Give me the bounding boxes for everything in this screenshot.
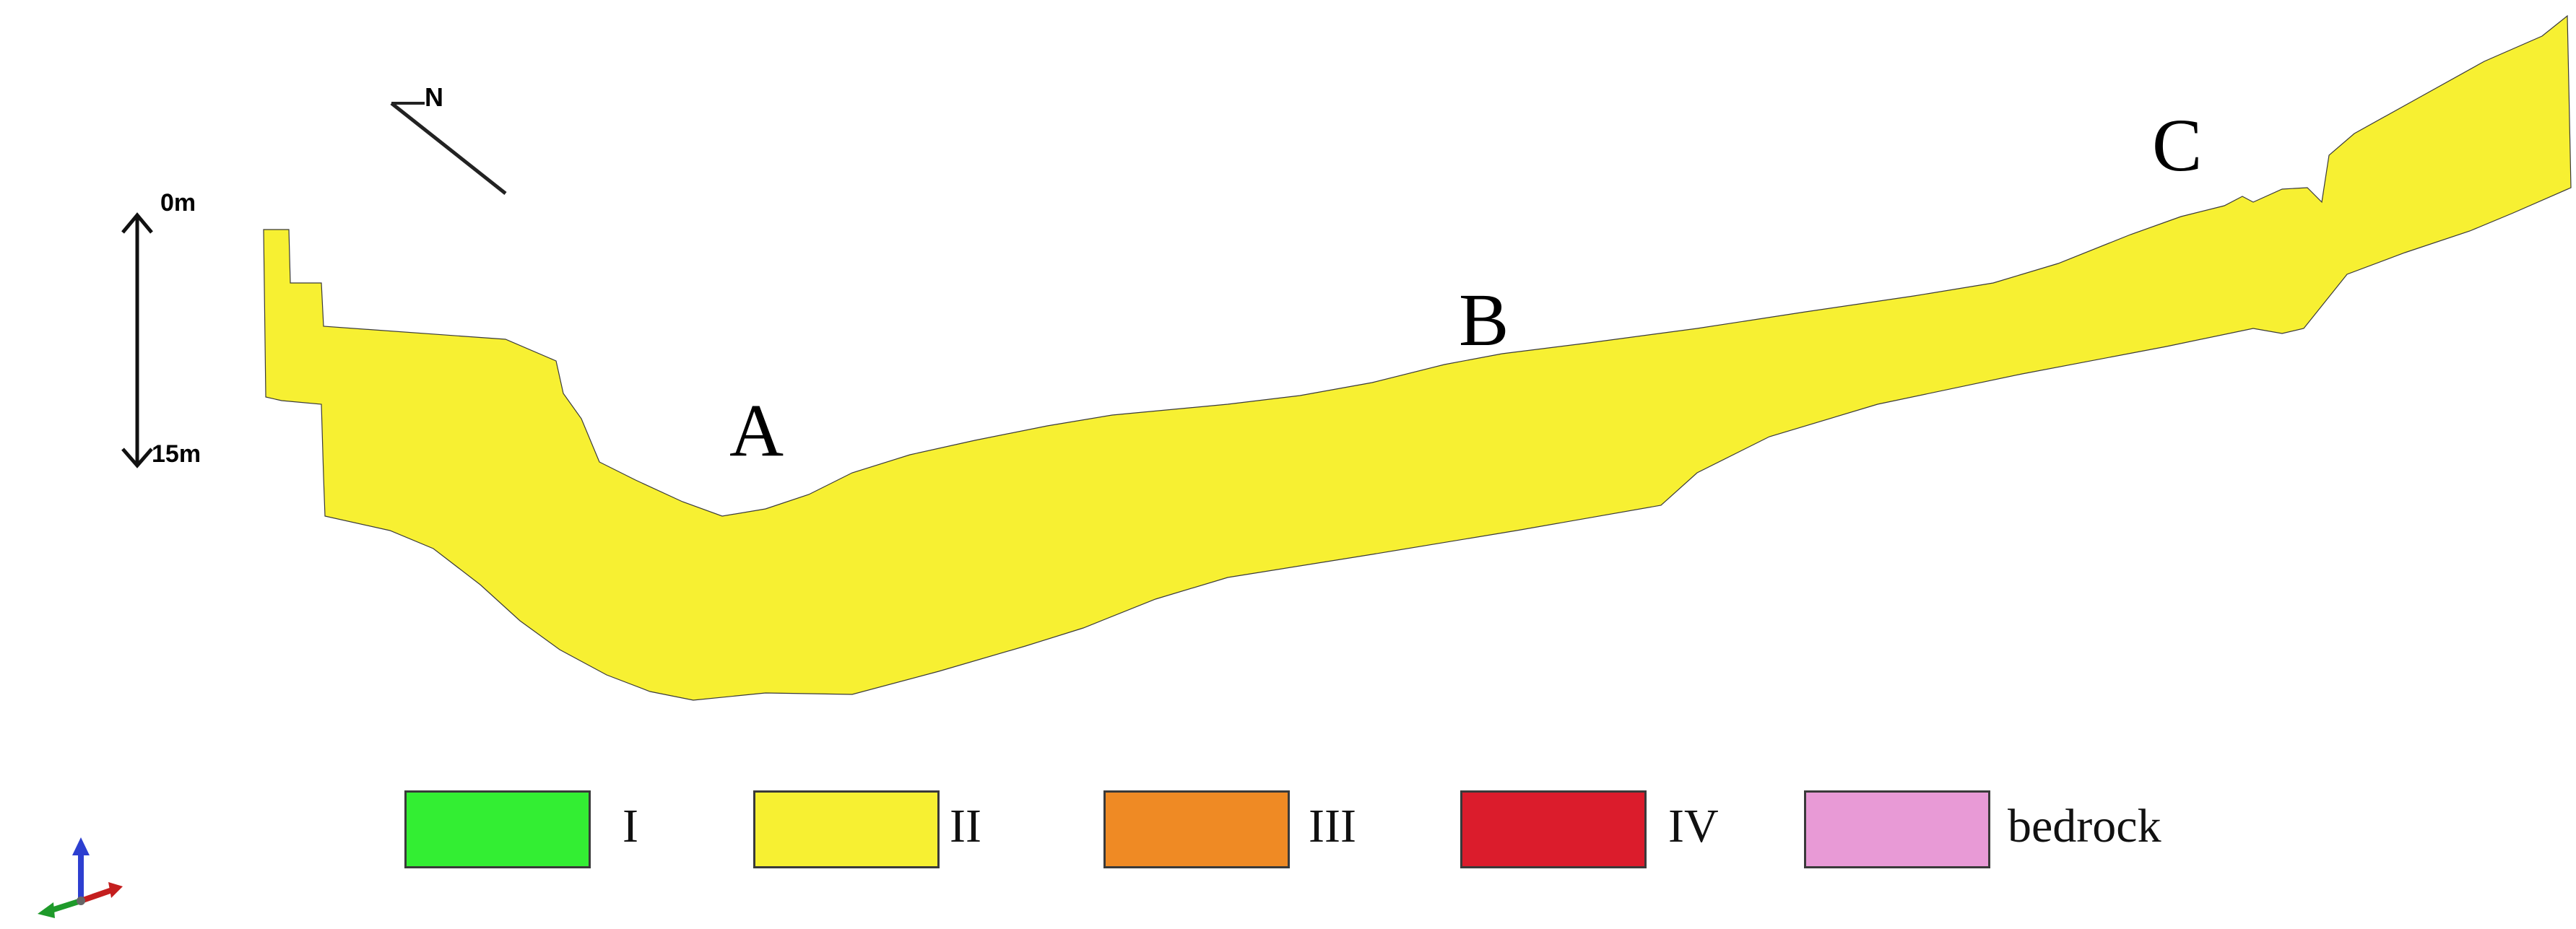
legend-swatch-III (1103, 790, 1290, 868)
legend-label-bedrock: bedrock (2008, 800, 2161, 852)
legend-swatch-II (753, 790, 940, 868)
north-label: N (425, 82, 443, 112)
rock-mass-outline (263, 15, 2572, 701)
legend-swatch-IV (1460, 790, 1647, 868)
section-point-B: B (1459, 279, 1509, 362)
legend-label-I: I (623, 800, 638, 852)
legend-label-IV: IV (1668, 800, 1719, 852)
axis-triad-icon (38, 837, 123, 918)
depth-bottom-label: 15m (152, 440, 201, 468)
section-point-A: A (729, 389, 784, 472)
legend-label-II: II (950, 800, 981, 852)
depth-top-label: 0m (160, 189, 196, 217)
north-arrow-icon (390, 102, 507, 195)
legend-swatch-I (404, 790, 591, 868)
legend-swatch-bedrock (1804, 790, 1990, 868)
legend-label-III: III (1309, 800, 1356, 852)
section-point-C: C (2152, 104, 2203, 187)
depth-scale-icon (121, 212, 153, 468)
